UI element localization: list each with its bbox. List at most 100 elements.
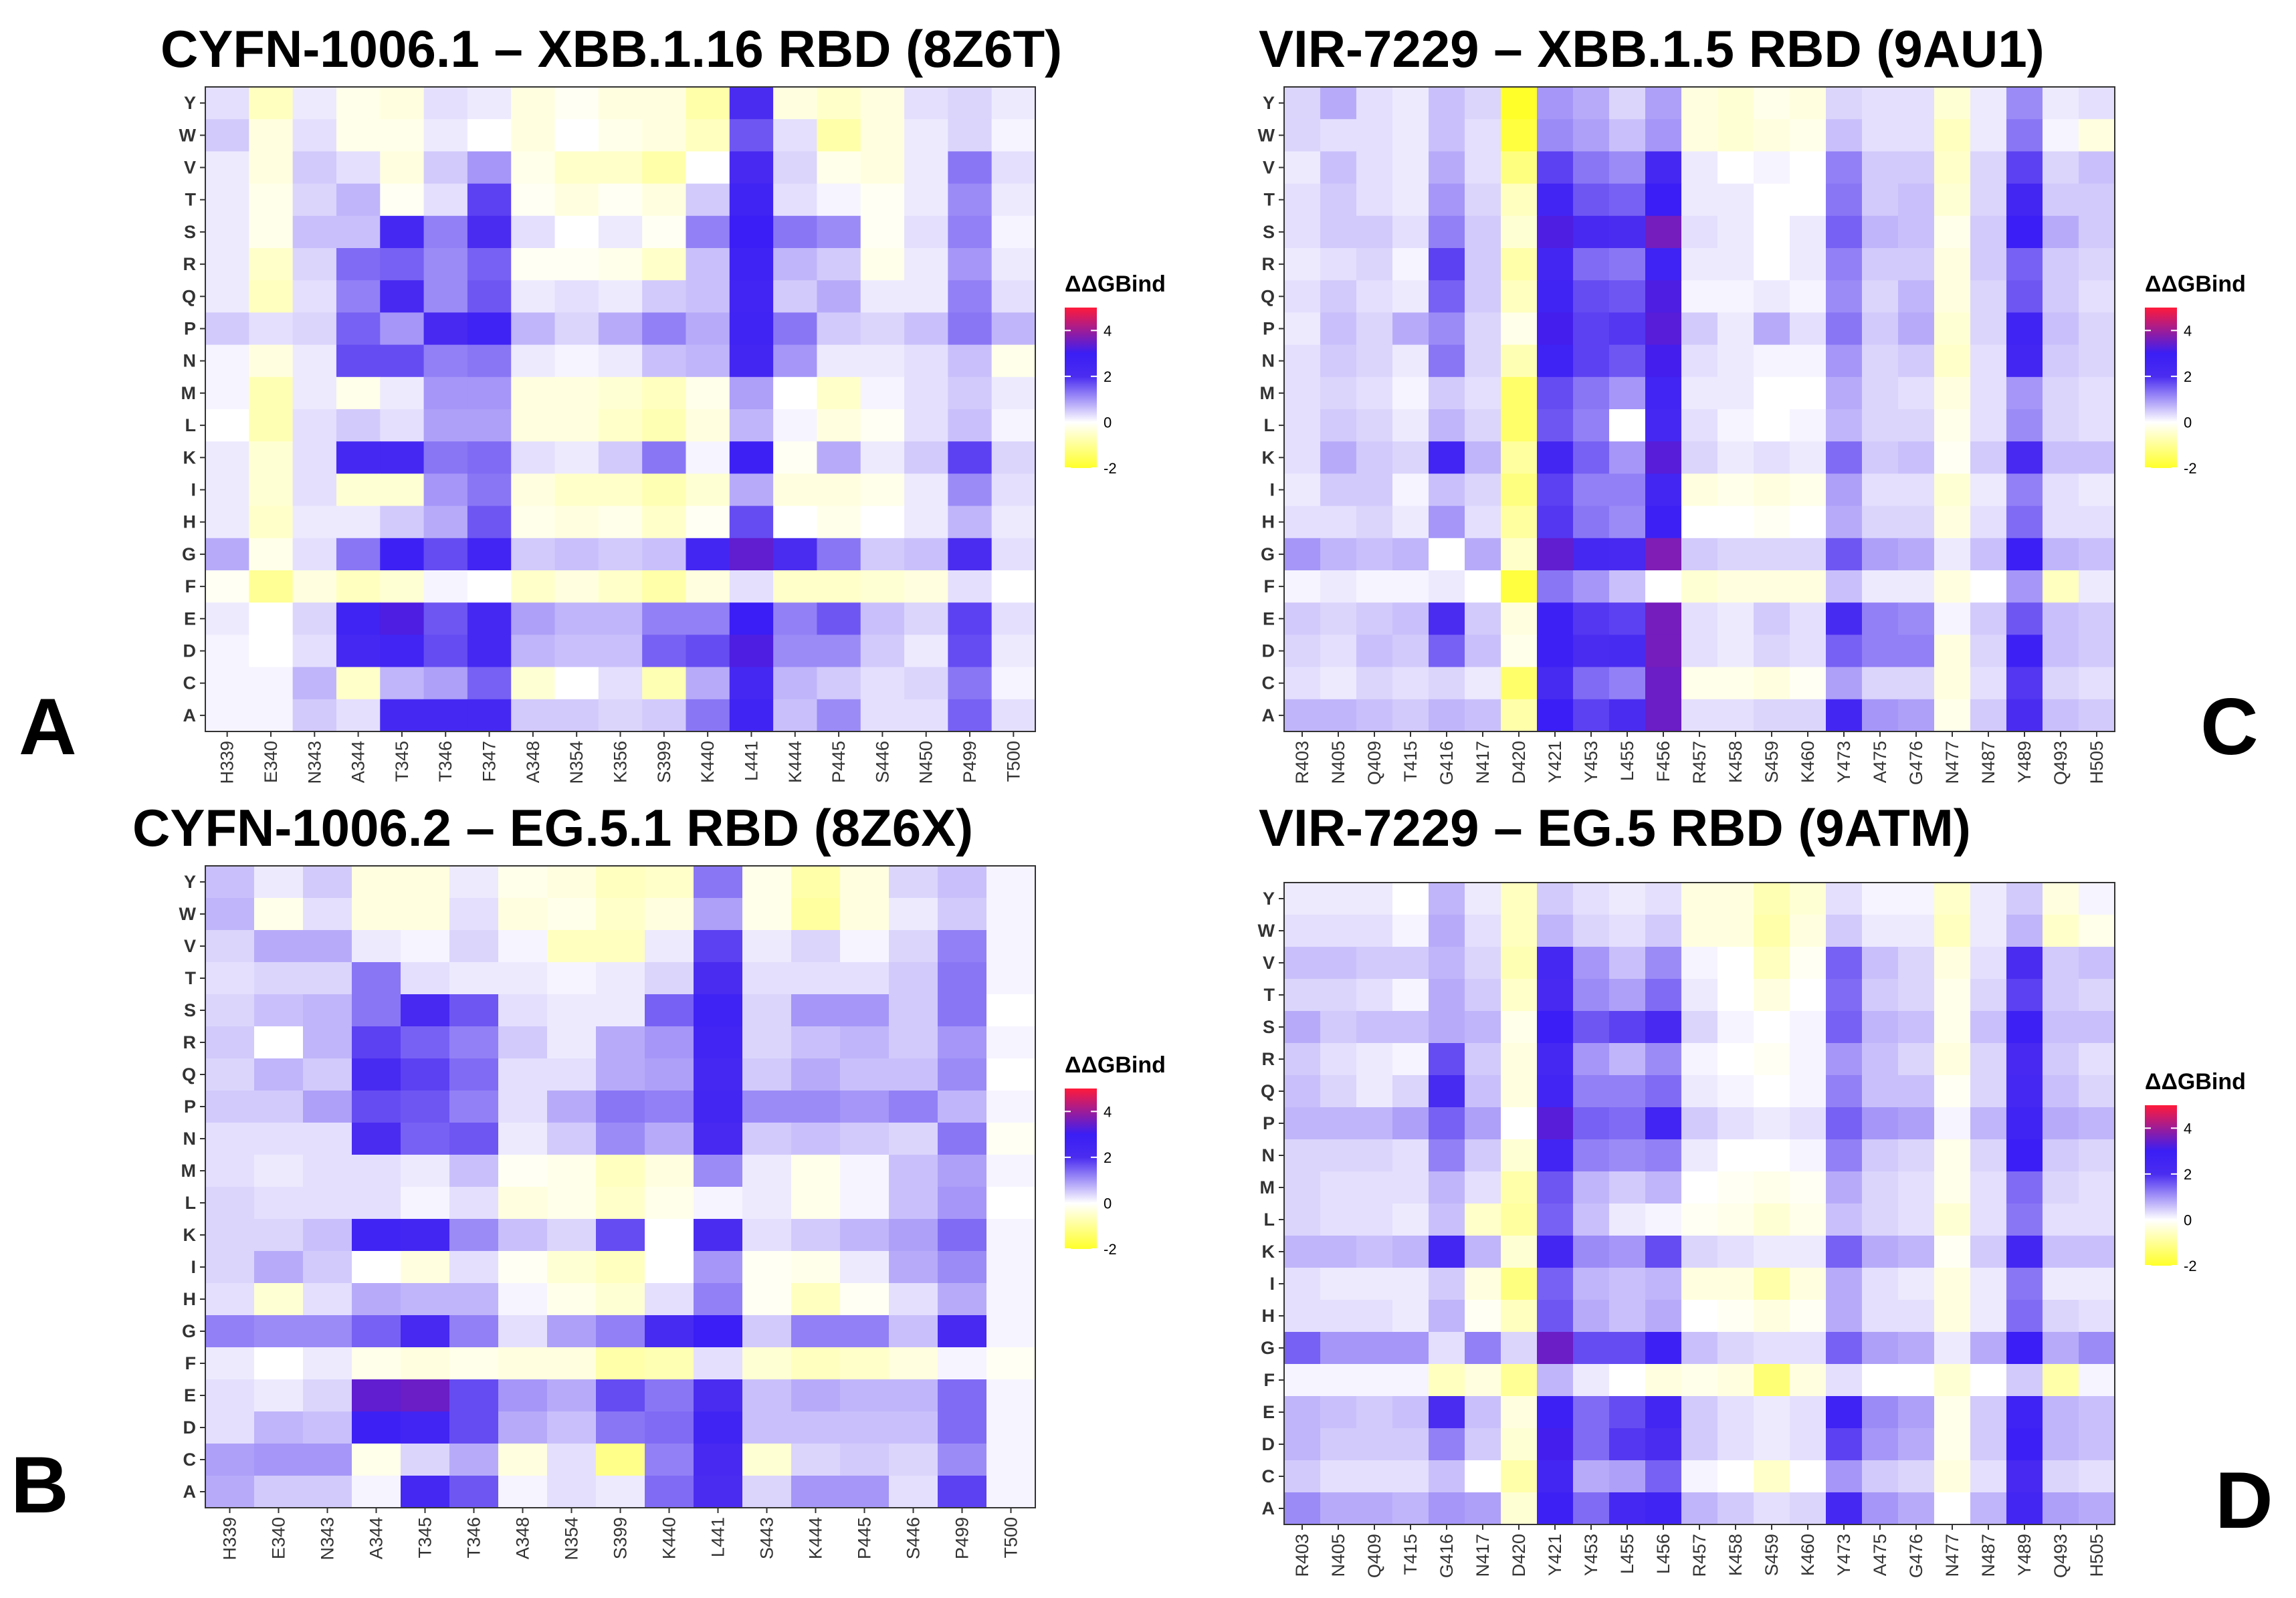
heatmap-cell-c-Y-Q409 xyxy=(1356,87,1393,120)
heatmap-cell-d-Q-S459 xyxy=(1754,1075,1790,1108)
heatmap-cell-b-L-N354 xyxy=(547,1187,597,1220)
heatmap-cell-d-E-R403 xyxy=(1284,1396,1321,1429)
heatmap-cell-d-W-N405 xyxy=(1320,915,1357,947)
heatmap-cell-d-T-N487 xyxy=(1970,979,2007,1012)
heatmap-cell-c-M-N417 xyxy=(1465,376,1501,410)
heatmap-cell-a-V-L441 xyxy=(729,151,774,185)
heatmap-cell-a-Q-A344 xyxy=(336,280,381,313)
heatmap-cell-c-M-G416 xyxy=(1429,376,1465,410)
heatmap-cell-d-S-D420 xyxy=(1501,1011,1538,1044)
heatmap-cell-b-L-K440 xyxy=(645,1187,694,1220)
x-tick-label-d: R457 xyxy=(1689,1534,1709,1577)
heatmap-cell-b-I-L441 xyxy=(694,1251,743,1284)
heatmap-cell-b-H-A344 xyxy=(352,1283,401,1316)
heatmap-cell-a-Q-P445 xyxy=(817,280,861,313)
heatmap-cell-b-F-P499 xyxy=(938,1347,987,1380)
heatmap-cell-c-N-Q409 xyxy=(1356,344,1393,378)
heatmap-cell-d-T-K458 xyxy=(1717,979,1754,1012)
legend-tick-label: 4 xyxy=(1104,322,1112,339)
heatmap-cell-c-I-N487 xyxy=(1970,473,2007,507)
heatmap-cell-a-H-N354 xyxy=(554,505,599,539)
heatmap-cell-a-F-S399 xyxy=(642,570,687,603)
heatmap-cell-c-E-Y473 xyxy=(1826,602,1863,635)
heatmap-cell-d-N-L455 xyxy=(1609,1139,1646,1172)
heatmap-cell-c-V-L455 xyxy=(1609,151,1646,185)
y-tick-label-a: P xyxy=(184,319,196,339)
heatmap-cell-c-A-Q409 xyxy=(1356,699,1393,732)
heatmap-cell-b-C-E340 xyxy=(254,1444,304,1476)
x-tick-label-a: A344 xyxy=(348,741,369,783)
heatmap-cell-d-M-K460 xyxy=(1790,1171,1827,1204)
heatmap-cell-d-F-A475 xyxy=(1862,1364,1899,1397)
heatmap-cell-c-P-N487 xyxy=(1970,312,2007,346)
heatmap-cell-b-P-T345 xyxy=(401,1091,450,1123)
heatmap-cell-a-W-N343 xyxy=(292,119,337,152)
heatmap-cell-b-I-S446 xyxy=(889,1251,938,1284)
heatmap-cell-a-F-A344 xyxy=(336,570,381,603)
heatmap-cell-c-D-R457 xyxy=(1681,635,1718,668)
heatmap-cell-b-A-K444 xyxy=(791,1476,841,1508)
heatmap-cell-a-Y-H339 xyxy=(205,87,249,120)
heatmap-cell-d-G-Y421 xyxy=(1537,1332,1574,1365)
heatmap-cell-d-Y-N417 xyxy=(1465,883,1501,915)
heatmap-cell-d-I-Q409 xyxy=(1356,1268,1393,1300)
heatmap-cell-a-C-N450 xyxy=(904,667,948,700)
y-tick-label-c: M xyxy=(1260,383,1275,403)
heatmap-cell-a-R-N343 xyxy=(292,248,337,281)
heatmap-cell-b-T-H339 xyxy=(205,962,255,995)
y-tick-label-b: S xyxy=(184,1000,196,1020)
heatmap-cell-d-T-N477 xyxy=(1934,979,1971,1012)
x-tick-label-c: D420 xyxy=(1509,741,1529,784)
heatmap-cell-c-G-Y489 xyxy=(2006,538,2043,571)
heatmap-cell-c-T-N405 xyxy=(1320,183,1357,217)
heatmap-cell-a-D-K444 xyxy=(773,635,818,668)
heatmap-cell-d-C-Q409 xyxy=(1356,1460,1393,1493)
heatmap-cell-a-S-S399 xyxy=(642,215,687,249)
heatmap-cell-d-E-K458 xyxy=(1717,1396,1754,1429)
heatmap-cell-c-T-T415 xyxy=(1392,183,1429,217)
heatmap-cell-c-V-N487 xyxy=(1970,151,2007,185)
heatmap-cell-b-D-N354 xyxy=(547,1411,597,1444)
heatmap-cell-d-M-S459 xyxy=(1754,1171,1790,1204)
heatmap-cell-b-Y-N343 xyxy=(303,866,352,899)
legend-tick-label: 2 xyxy=(2184,1166,2192,1183)
heatmap-cell-b-Y-S443 xyxy=(742,866,792,899)
heatmap-cell-a-S-P445 xyxy=(817,215,861,249)
heatmap-cell-c-C-Q409 xyxy=(1356,667,1393,700)
heatmap-cell-b-Y-T500 xyxy=(986,866,1036,899)
heatmap-cell-d-K-Q493 xyxy=(2043,1236,2079,1268)
heatmap-cell-b-Y-P499 xyxy=(938,866,987,899)
heatmap-cell-d-G-D420 xyxy=(1501,1332,1538,1365)
heatmap-cell-b-C-L441 xyxy=(694,1444,743,1476)
heatmap-cell-d-M-L455 xyxy=(1609,1171,1646,1204)
heatmap-cell-d-A-T415 xyxy=(1392,1492,1429,1525)
heatmap-cell-a-Q-A348 xyxy=(511,280,556,313)
heatmap-cell-a-H-F347 xyxy=(467,505,512,539)
heatmap-cell-b-E-S399 xyxy=(596,1379,645,1412)
panel-a-title: CYFN-1006.1 – XBB.1.16 RBD (8Z6T) xyxy=(161,19,1062,78)
heatmap-cell-a-T-T345 xyxy=(380,183,425,217)
heatmap-cell-c-K-G416 xyxy=(1429,441,1465,474)
heatmap-cell-b-R-L441 xyxy=(694,1026,743,1059)
heatmap-cell-a-V-P499 xyxy=(948,151,993,185)
heatmap-cell-b-Y-S446 xyxy=(889,866,938,899)
heatmap-cell-a-I-N343 xyxy=(292,473,337,507)
heatmap-cell-c-C-N417 xyxy=(1465,667,1501,700)
heatmap-cell-a-Q-S399 xyxy=(642,280,687,313)
heatmap-cell-a-G-K356 xyxy=(598,538,643,571)
heatmap-cell-c-A-K460 xyxy=(1790,699,1827,732)
y-tick-label-b: C xyxy=(183,1450,197,1470)
heatmap-cell-d-T-Y421 xyxy=(1537,979,1574,1012)
heatmap-cell-b-D-K444 xyxy=(791,1411,841,1444)
heatmap-cell-c-E-D420 xyxy=(1501,602,1538,635)
heatmap-cell-b-K-N343 xyxy=(303,1219,352,1252)
heatmap-cell-c-E-F456 xyxy=(1645,602,1682,635)
heatmap-cell-c-E-Y453 xyxy=(1573,602,1610,635)
heatmap-cell-c-W-H505 xyxy=(2079,119,2115,152)
x-tick-label-a: K440 xyxy=(698,741,718,783)
heatmap-cell-c-T-K460 xyxy=(1790,183,1827,217)
heatmap-cell-b-F-H339 xyxy=(205,1347,255,1380)
heatmap-cell-b-A-T500 xyxy=(986,1476,1036,1508)
heatmap-cell-c-Y-D420 xyxy=(1501,87,1538,120)
heatmap-cell-c-C-Y473 xyxy=(1826,667,1863,700)
